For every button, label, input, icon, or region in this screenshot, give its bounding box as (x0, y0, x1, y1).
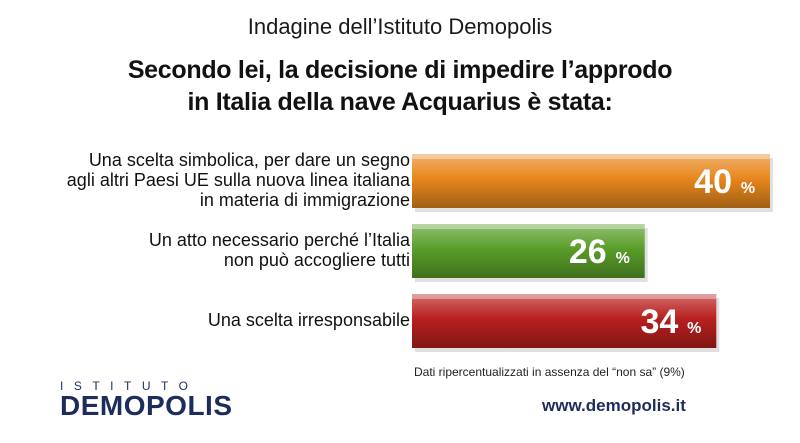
bar-highlight (412, 224, 645, 229)
bar-value-label: 26 (569, 233, 607, 271)
category-label-line: Una scelta simbolica, per dare un segno (88, 150, 410, 170)
bar-3 (412, 294, 717, 348)
logo-top-text: ISTITUTO (60, 379, 199, 393)
demopolis-logo: ISTITUTO DEMOPOLIS (60, 379, 300, 421)
website-link[interactable]: www.demopolis.it (542, 396, 686, 415)
bar-highlight (412, 154, 770, 159)
bar-unit-label: % (616, 250, 630, 267)
footnote: Dati ripercentualizzati in assenza del “… (414, 365, 685, 379)
category-label-1: Una scelta simbolica, per dare un segno a… (67, 150, 410, 210)
bar-unit-label: % (741, 180, 755, 197)
chart-title: Secondo lei, la decisione di impedire l’… (60, 54, 740, 118)
category-label-2: Un atto necessario perché l’Italia non pu… (149, 230, 410, 270)
survey-source: Indagine dell’Istituto Demopolis (247, 14, 553, 39)
bar-unit-label: % (687, 320, 701, 337)
category-label-line: non può accogliere tutti (223, 250, 410, 270)
chart-title-line-1: Secondo lei, la decisione di impedire l’… (127, 56, 673, 84)
bar-2 (412, 224, 645, 278)
bar-highlight (412, 294, 717, 299)
category-label-line: in materia di immigrazione (199, 190, 410, 210)
logo-main-text: DEMOPOLIS (60, 390, 233, 421)
bar-1 (412, 154, 770, 208)
category-label-3: Una scelta irresponsabile (208, 310, 410, 330)
bar-value-label: 40 (694, 163, 732, 201)
category-label-line: agli altri Paesi UE sulla nuova linea it… (66, 170, 410, 190)
category-label-line: Una scelta irresponsabile (207, 310, 410, 330)
chart-title-line-2: in Italia della nave Acquarius è stata: (187, 88, 613, 116)
category-label-line: Un atto necessario perché l’Italia (148, 230, 410, 250)
bar-value-label: 34 (640, 303, 678, 341)
